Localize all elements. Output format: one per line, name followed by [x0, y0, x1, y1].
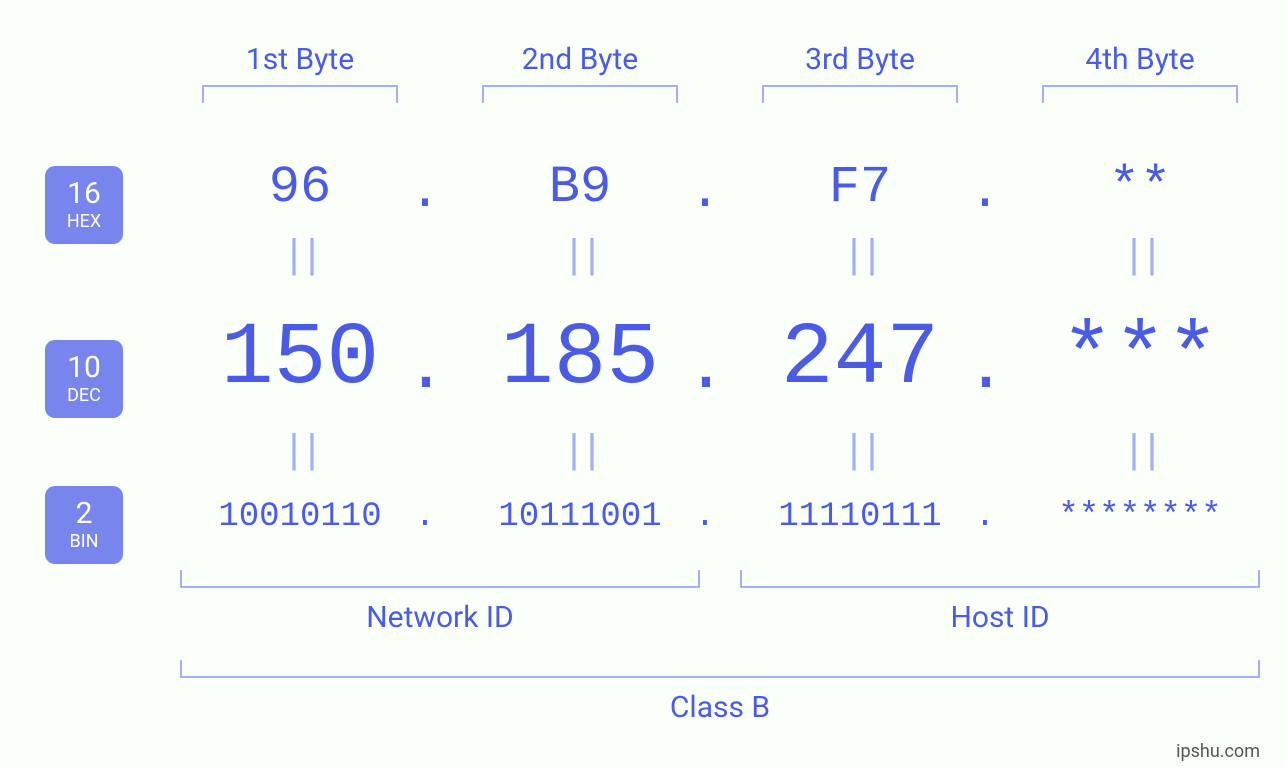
dot-hex-2: .	[685, 163, 725, 222]
base-badge-num-dec: 10	[67, 353, 101, 383]
equals-r2-c2: ||	[550, 430, 610, 475]
equals-r1-c1: ||	[270, 235, 330, 280]
bin-byte-1: 10010110	[170, 498, 430, 536]
watermark: ipshu.com	[1176, 741, 1260, 762]
dec-byte-3: 247	[730, 310, 990, 409]
bin-byte-2: 10111001	[450, 498, 710, 536]
base-badge-lbl-hex: HEX	[67, 213, 101, 231]
hex-byte-2: B9	[450, 158, 710, 217]
group-bracket-2	[740, 570, 1260, 588]
base-badge-bin: 2 BIN	[45, 486, 123, 564]
dot-hex-3: .	[965, 163, 1005, 222]
hex-byte-3: F7	[730, 158, 990, 217]
equals-r1-c3: ||	[830, 235, 890, 280]
group-label-1: Network ID	[180, 600, 700, 635]
base-badge-lbl-bin: BIN	[70, 533, 99, 551]
group-bracket-1	[180, 570, 700, 588]
dot-dec-1: .	[405, 330, 445, 409]
byte-bracket-2	[482, 85, 678, 103]
dot-bin-3: .	[965, 498, 1005, 536]
bin-byte-4: ********	[1010, 498, 1270, 536]
equals-r1-c2: ||	[550, 235, 610, 280]
equals-r2-c4: ||	[1110, 430, 1170, 475]
base-badge-lbl-dec: DEC	[67, 387, 101, 405]
bin-byte-3: 11110111	[730, 498, 990, 536]
byte-bracket-4	[1042, 85, 1238, 103]
class-bracket	[180, 660, 1260, 678]
equals-r2-c3: ||	[830, 430, 890, 475]
hex-byte-1: 96	[170, 158, 430, 217]
byte-bracket-1	[202, 85, 398, 103]
base-badge-num-bin: 2	[76, 499, 93, 529]
dot-bin-1: .	[405, 498, 445, 536]
class-label: Class B	[180, 690, 1260, 725]
byte-label-2: 2nd Byte	[460, 42, 700, 77]
dec-byte-2: 185	[450, 310, 710, 409]
equals-r1-c4: ||	[1110, 235, 1170, 280]
base-badge-hex: 16 HEX	[45, 166, 123, 244]
byte-bracket-3	[762, 85, 958, 103]
dec-byte-4: ***	[1010, 310, 1270, 409]
dot-bin-2: .	[685, 498, 725, 536]
equals-r2-c1: ||	[270, 430, 330, 475]
byte-label-4: 4th Byte	[1020, 42, 1260, 77]
dot-dec-3: .	[965, 330, 1005, 409]
hex-byte-4: **	[1010, 158, 1270, 217]
base-badge-dec: 10 DEC	[45, 340, 123, 418]
dec-byte-1: 150	[170, 310, 430, 409]
dot-hex-1: .	[405, 163, 445, 222]
byte-label-3: 3rd Byte	[740, 42, 980, 77]
dot-dec-2: .	[685, 330, 725, 409]
group-label-2: Host ID	[740, 600, 1260, 635]
byte-label-1: 1st Byte	[180, 42, 420, 77]
base-badge-num-hex: 16	[67, 179, 101, 209]
